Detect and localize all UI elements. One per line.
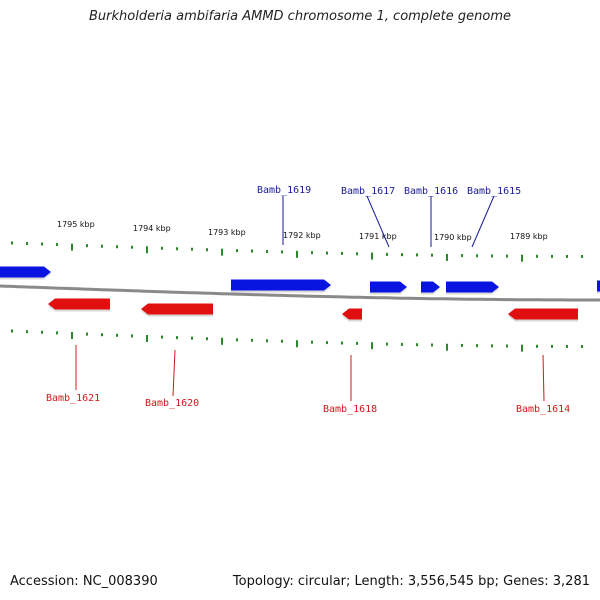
accession-text: Accession: NC_008390 [10, 574, 158, 589]
reverse-gene-arrow [48, 298, 110, 310]
forward-gene-arrow [421, 281, 440, 293]
callout-line [172, 349, 176, 397]
gene-label: Bamb_1621 [46, 393, 100, 404]
kbp-label: 1795 kbp [57, 220, 95, 229]
kbp-label: 1789 kbp [510, 232, 548, 241]
gene-label: Bamb_1617 [341, 186, 395, 197]
map-title: Burkholderia ambifaria AMMD chromosome 1… [88, 9, 512, 24]
forward-gene-arrow [231, 279, 331, 291]
gene-label: Bamb_1615 [467, 186, 521, 197]
gene-label: Bamb_1616 [404, 186, 458, 197]
gene-callouts: Bamb_1619 Bamb_1617 Bamb_1616 Bamb_1615 Bamb… [46, 185, 570, 415]
chromosome-arc [0, 284, 600, 302]
reverse-gene-arrow [342, 308, 362, 320]
gene-label: Bamb_1620 [145, 398, 199, 409]
forward-gene-arrow [597, 280, 600, 292]
callout-line [471, 195, 495, 248]
kbp-label: 1790 kbp [434, 233, 472, 242]
genome-summary-text: Topology: circular; Length: 3,556,545 bp… [232, 574, 590, 589]
callout-line [542, 354, 545, 402]
forward-gene-arrow [446, 281, 499, 293]
kbp-label: 1792 kbp [283, 231, 321, 240]
kbp-label: 1791 kbp [359, 232, 397, 241]
kbp-label: 1793 kbp [208, 228, 246, 237]
gene-label: Bamb_1614 [516, 404, 570, 415]
kbp-labels: 1795 kbp 1794 kbp 1793 kbp 1792 kbp 1791 kbp… [57, 220, 548, 242]
kbp-label: 1794 kbp [133, 224, 171, 233]
chromosome-backbone [0, 284, 600, 302]
forward-gene-arrow [0, 266, 51, 278]
forward-strand-genes [0, 266, 600, 295]
outer-scale-ticks [11, 241, 583, 262]
reverse-gene-arrow [508, 308, 578, 320]
inner-scale-ticks [11, 329, 583, 352]
callout-line [366, 195, 390, 248]
reverse-strand-genes [48, 298, 578, 322]
gene-label: Bamb_1618 [323, 404, 377, 415]
forward-gene-arrow [370, 281, 407, 293]
gene-label: Bamb_1619 [257, 185, 311, 196]
reverse-gene-arrow [141, 303, 213, 315]
